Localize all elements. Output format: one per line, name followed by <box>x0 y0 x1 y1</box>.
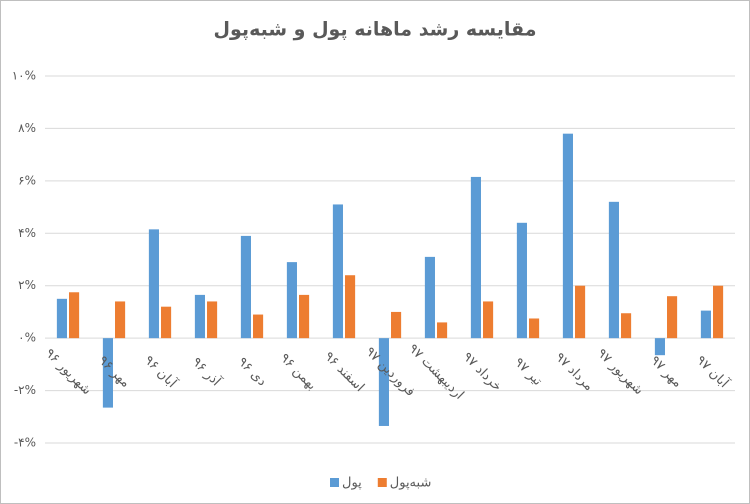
bar <box>437 322 448 339</box>
bar <box>299 294 310 339</box>
y-tick-label: ۴% <box>18 226 36 240</box>
bar <box>424 256 435 339</box>
bar <box>332 204 343 339</box>
bar <box>700 310 711 339</box>
bar <box>378 338 389 426</box>
bar <box>575 285 586 339</box>
y-tick-label: ۱۰% <box>12 69 36 83</box>
bar <box>56 298 67 339</box>
y-tick-label: -۴% <box>14 436 36 450</box>
legend-label: پول <box>342 476 362 491</box>
bar <box>483 301 494 339</box>
bar <box>286 262 297 339</box>
legend-swatch <box>377 478 387 487</box>
bar <box>654 338 665 356</box>
bar <box>207 301 218 339</box>
bar <box>161 306 172 339</box>
bar <box>667 296 678 339</box>
bar <box>621 313 632 339</box>
bar <box>148 229 159 339</box>
bar <box>115 301 126 339</box>
bar <box>562 133 573 339</box>
bar <box>391 311 402 339</box>
y-tick-label: ۰% <box>18 331 36 345</box>
y-tick-label: ۸% <box>18 121 36 135</box>
bar <box>345 275 356 339</box>
bar <box>194 294 205 339</box>
bar <box>470 176 481 339</box>
bar <box>102 338 113 408</box>
bar <box>516 222 527 339</box>
y-tick-label: ۲% <box>18 278 36 292</box>
chart-title: مقایسه رشد ماهانه پول و شبه‌پول <box>214 19 537 41</box>
bar <box>608 201 619 339</box>
bar <box>529 318 540 339</box>
y-tick-label: ۶% <box>18 173 36 187</box>
bar <box>253 314 264 339</box>
y-tick-label: -۲% <box>14 383 36 397</box>
bar <box>240 235 251 339</box>
bar <box>713 285 724 339</box>
legend-label: شبه‌پول <box>390 476 432 491</box>
legend-swatch <box>330 478 339 487</box>
bar <box>69 292 80 339</box>
